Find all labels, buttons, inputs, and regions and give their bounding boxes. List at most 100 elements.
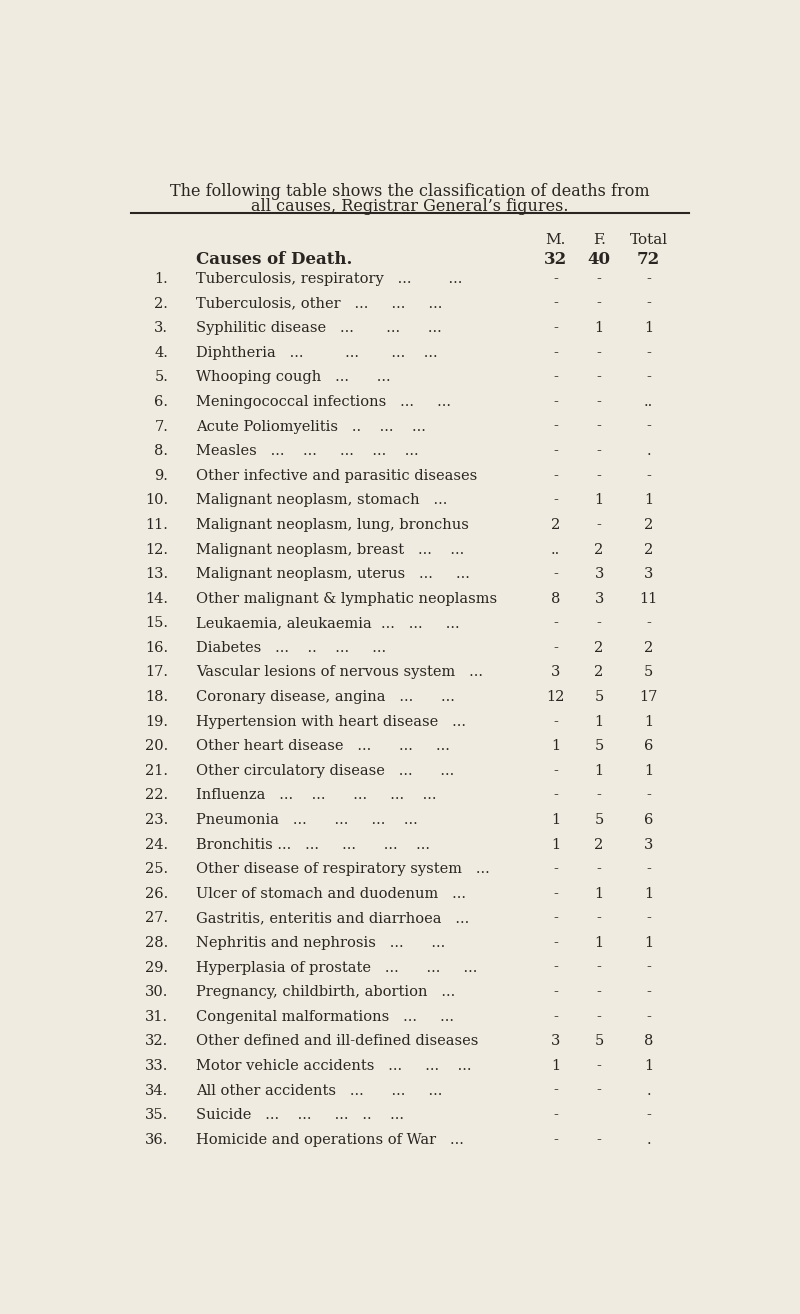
Text: Leukaemia, aleukaemia  ...   ...     ...: Leukaemia, aleukaemia ... ... ...	[196, 616, 460, 631]
Text: -: -	[554, 493, 558, 507]
Text: 25.: 25.	[145, 862, 168, 876]
Text: 1: 1	[644, 936, 654, 950]
Text: Hyperplasia of prostate   ...      ...     ...: Hyperplasia of prostate ... ... ...	[196, 961, 478, 975]
Text: -: -	[554, 763, 558, 778]
Text: 17: 17	[639, 690, 658, 704]
Text: 2: 2	[644, 543, 654, 557]
Text: 19.: 19.	[146, 715, 168, 729]
Text: -: -	[554, 444, 558, 459]
Text: -: -	[597, 788, 602, 803]
Text: -: -	[554, 346, 558, 360]
Text: 1: 1	[594, 887, 604, 901]
Text: 32.: 32.	[145, 1034, 168, 1049]
Text: Tuberculosis, respiratory   ...        ...: Tuberculosis, respiratory ... ...	[196, 272, 462, 286]
Text: Vascular lesions of nervous system   ...: Vascular lesions of nervous system ...	[196, 665, 483, 679]
Text: -: -	[554, 862, 558, 876]
Text: Meningococcal infections   ...     ...: Meningococcal infections ... ...	[196, 396, 451, 409]
Text: -: -	[554, 297, 558, 310]
Text: 32: 32	[544, 251, 567, 268]
Text: -: -	[597, 346, 602, 360]
Text: 3: 3	[594, 591, 604, 606]
Text: 3: 3	[551, 665, 560, 679]
Text: -: -	[597, 961, 602, 975]
Text: 31.: 31.	[145, 1009, 168, 1024]
Text: 5: 5	[594, 1034, 604, 1049]
Text: 18.: 18.	[145, 690, 168, 704]
Text: 17.: 17.	[146, 665, 168, 679]
Text: -: -	[646, 346, 651, 360]
Text: 13.: 13.	[145, 568, 168, 581]
Text: M.: M.	[546, 233, 566, 247]
Text: 1: 1	[644, 715, 654, 729]
Text: -: -	[597, 444, 602, 459]
Text: -: -	[646, 469, 651, 482]
Text: 1: 1	[551, 837, 560, 851]
Text: 7.: 7.	[154, 419, 168, 434]
Text: -: -	[554, 616, 558, 631]
Text: -: -	[646, 616, 651, 631]
Text: 21.: 21.	[146, 763, 168, 778]
Text: 4.: 4.	[154, 346, 168, 360]
Text: All other accidents   ...      ...     ...: All other accidents ... ... ...	[196, 1084, 442, 1097]
Text: 10.: 10.	[145, 493, 168, 507]
Text: 1: 1	[644, 493, 654, 507]
Text: 6.: 6.	[154, 396, 168, 409]
Text: Motor vehicle accidents   ...     ...    ...: Motor vehicle accidents ... ... ...	[196, 1059, 472, 1074]
Text: 1: 1	[551, 740, 560, 753]
Text: -: -	[554, 419, 558, 434]
Text: Coronary disease, angina   ...      ...: Coronary disease, angina ... ...	[196, 690, 455, 704]
Text: Suicide   ...    ...     ...   ..    ...: Suicide ... ... ... .. ...	[196, 1108, 404, 1122]
Text: 40: 40	[587, 251, 610, 268]
Text: 8.: 8.	[154, 444, 168, 459]
Text: -: -	[597, 1084, 602, 1097]
Text: -: -	[597, 1059, 602, 1074]
Text: Other circulatory disease   ...      ...: Other circulatory disease ... ...	[196, 763, 454, 778]
Text: 2: 2	[551, 518, 560, 532]
Text: 11: 11	[639, 591, 658, 606]
Text: Ulcer of stomach and duodenum   ...: Ulcer of stomach and duodenum ...	[196, 887, 466, 901]
Text: 29.: 29.	[145, 961, 168, 975]
Text: -: -	[597, 469, 602, 482]
Text: Tuberculosis, other   ...     ...     ...: Tuberculosis, other ... ... ...	[196, 297, 442, 310]
Text: 8: 8	[551, 591, 560, 606]
Text: -: -	[554, 272, 558, 286]
Text: -: -	[554, 568, 558, 581]
Text: 33.: 33.	[145, 1059, 168, 1074]
Text: 1: 1	[644, 887, 654, 901]
Text: 1: 1	[594, 715, 604, 729]
Text: 2.: 2.	[154, 297, 168, 310]
Text: -: -	[597, 862, 602, 876]
Text: .: .	[646, 1133, 651, 1147]
Text: 2: 2	[594, 665, 604, 679]
Text: Whooping cough   ...      ...: Whooping cough ... ...	[196, 371, 390, 385]
Text: 28.: 28.	[145, 936, 168, 950]
Text: -: -	[646, 297, 651, 310]
Text: -: -	[554, 396, 558, 409]
Text: -: -	[554, 715, 558, 729]
Text: 35.: 35.	[145, 1108, 168, 1122]
Text: 1: 1	[551, 813, 560, 827]
Text: 14.: 14.	[146, 591, 168, 606]
Text: 12.: 12.	[146, 543, 168, 557]
Text: 20.: 20.	[145, 740, 168, 753]
Text: 34.: 34.	[145, 1084, 168, 1097]
Text: -: -	[554, 641, 558, 654]
Text: -: -	[597, 396, 602, 409]
Text: 36.: 36.	[145, 1133, 168, 1147]
Text: Acute Poliomyelitis   ..    ...    ...: Acute Poliomyelitis .. ... ...	[196, 419, 426, 434]
Text: Congenital malformations   ...     ...: Congenital malformations ... ...	[196, 1009, 454, 1024]
Text: -: -	[646, 371, 651, 385]
Text: 11.: 11.	[146, 518, 168, 532]
Text: 3: 3	[594, 568, 604, 581]
Text: 1: 1	[551, 1059, 560, 1074]
Text: -: -	[597, 518, 602, 532]
Text: 2: 2	[594, 837, 604, 851]
Text: -: -	[554, 788, 558, 803]
Text: Homicide and operations of War   ...: Homicide and operations of War ...	[196, 1133, 464, 1147]
Text: Diabetes   ...    ..    ...     ...: Diabetes ... .. ... ...	[196, 641, 386, 654]
Text: -: -	[646, 862, 651, 876]
Text: Measles   ...    ...     ...    ...    ...: Measles ... ... ... ... ...	[196, 444, 418, 459]
Text: 26.: 26.	[145, 887, 168, 901]
Text: Other heart disease   ...      ...     ...: Other heart disease ... ... ...	[196, 740, 450, 753]
Text: 1: 1	[594, 493, 604, 507]
